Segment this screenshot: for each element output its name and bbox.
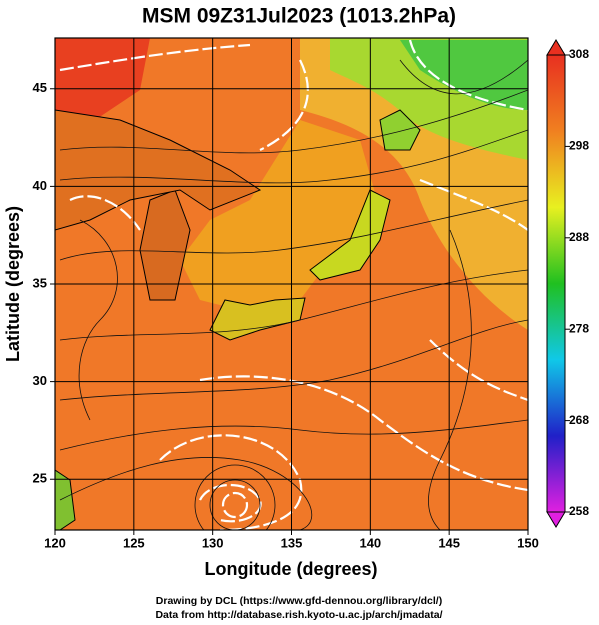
x-tick-label: 125	[123, 535, 145, 550]
colorbar-extend-top	[546, 39, 566, 56]
y-tick-label: 30	[33, 373, 47, 388]
y-axis-label: Latitude (degrees)	[3, 206, 23, 362]
y-tick-label: 25	[33, 471, 47, 486]
x-axis-label: Longitude (degrees)	[204, 559, 377, 579]
colorbar-body	[546, 54, 566, 513]
colorbar-tick-label: 288	[569, 230, 589, 244]
colorbar-tick-label: 278	[569, 321, 589, 335]
y-tick-label: 45	[33, 80, 47, 95]
colorbar-tick-label: 268	[569, 413, 589, 427]
credit-line: Drawing by DCL (https://www.gfd-dennou.o…	[156, 595, 442, 607]
x-tick-label: 140	[359, 535, 381, 550]
x-tick-label: 135	[281, 535, 303, 550]
x-tick-label: 120	[44, 535, 66, 550]
title: MSM 09Z31Jul2023 (1013.2hPa)	[142, 5, 456, 28]
credit-line: Data from http://database.rish.kyoto-u.a…	[155, 609, 442, 621]
colorbar-tick-label: 298	[569, 139, 589, 153]
x-tick-label: 145	[438, 535, 460, 550]
colorbar: 258 268 278 288 298 308	[546, 39, 589, 528]
y-tick-label: 40	[33, 178, 47, 193]
y-tick-label: 35	[33, 275, 47, 290]
colorbar-extend-bottom	[546, 511, 566, 528]
x-tick-label: 130	[202, 535, 224, 550]
colorbar-tick-label: 308	[569, 47, 589, 61]
x-tick-label: 150	[517, 535, 539, 550]
colorbar-tick-label: 258	[569, 504, 589, 518]
